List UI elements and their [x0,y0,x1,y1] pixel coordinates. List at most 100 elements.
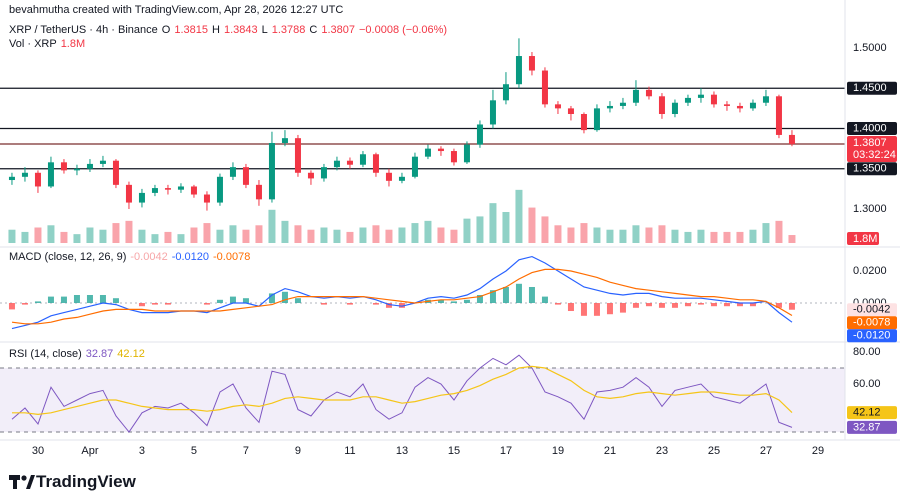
last-price-label: 1.3807 [853,137,887,149]
logo-shape [26,475,35,489]
candle-body [359,154,366,165]
candle-body [567,108,574,115]
volume-bar [320,227,328,243]
candle-body [554,104,561,109]
macd-histogram-bar [736,303,743,307]
candle-body [424,148,431,157]
plot-area [0,38,845,433]
candle-body [60,162,67,171]
volume-bar [333,229,341,243]
x-tick-label: 13 [396,445,408,457]
candle-body [632,89,639,103]
volume-title: Vol · XRP [9,38,57,50]
macd-histogram-bar [619,303,626,313]
volume-bar [203,223,211,243]
volume-bar [437,227,445,243]
candle-body [606,105,613,109]
volume-bar [164,231,172,243]
macd-histogram-bar [658,303,665,308]
macd-histogram-bar [515,283,522,304]
logo-shape [21,475,27,481]
macd-histogram-bar [281,291,288,304]
volume-bar [515,189,523,243]
volume-bar [112,223,120,243]
price-badge [847,329,897,343]
rsi-value: 42.12 [117,348,145,360]
candle-body [398,176,405,181]
ohlc-key: L [261,24,268,36]
rsi-line [11,354,793,433]
volume-bar [216,229,224,243]
macd-histogram-bar [112,298,119,304]
candle-body [333,160,340,168]
volume-bar [554,225,562,243]
volume-bar [372,225,380,243]
x-tick-label: 3 [139,445,145,457]
candle-body [255,184,262,200]
candle-body [697,94,704,98]
candle-body [476,124,483,145]
macd-histogram-bar [86,295,93,304]
ohlc-value: 1.3843 [223,24,258,36]
candle-body [710,94,717,105]
x-tick-label: 15 [448,445,460,457]
volume-bar [34,227,42,243]
x-tick-label: 23 [656,445,668,457]
volume-bar [359,227,367,243]
x-tick-label: 9 [295,445,301,457]
symbol: XRP / TetherUS · 4h · Binance [9,24,158,36]
volume-bar [346,231,354,243]
candle-body [619,102,626,106]
volume-bar [697,229,705,243]
macd-histogram-bar [372,303,379,305]
ohlc-key: C [309,24,318,36]
rsi-value: 32.87 [85,348,114,360]
volume-bar [710,231,718,243]
x-tick-label: 19 [552,445,564,457]
macd-line [11,255,793,330]
volume-bar [580,223,588,243]
candle-body [229,167,236,177]
price-badge [847,81,897,95]
macd-histogram-bar [60,296,67,304]
macd-histogram-bar [606,303,613,315]
macd-histogram-bar [697,303,704,305]
axis-layer: 30 Apr 3 5 7 9 11 13 15 17 19 21 23 25 27 29 1.5000 1.300… [32,42,897,457]
volume-bar [606,229,614,243]
candle-body [749,102,756,109]
price-badge [847,303,897,317]
macd-histogram-bar [8,303,15,310]
macd-title: MACD (close, 12, 26, 9) [9,251,127,263]
volume-bar [450,229,458,243]
rsi-title: RSI (14, close) [9,348,82,360]
macd-histogram-bar [749,303,756,307]
macd-histogram-bar [268,293,275,304]
volume-bar [125,220,133,243]
x-tick-label: 30 [32,445,44,457]
y-tick-label: 1.5000 [853,42,887,54]
candle-body [21,172,28,177]
volume-bar [307,229,315,243]
macd-histogram-bar [567,303,574,312]
rsi-legend: RSI (14, close) 32.87 42.12 [9,348,145,360]
macd-histogram-bar [450,301,457,304]
candle-body [151,188,158,193]
macd-histogram-bar [294,298,301,304]
macd-histogram-bar [528,286,535,304]
rsi-line [12,365,793,416]
candle-body [86,163,93,169]
change: −0.0008 (−0.06%) [359,24,448,36]
price-badge-label: 32.87 [853,421,881,433]
candle-body [450,151,457,163]
price-badge-label: -0.0042 [853,304,890,316]
candle-body [242,167,249,185]
countdown: 03:32:24 [853,149,896,161]
candle-body [788,134,795,145]
macd-histogram-bar [99,295,106,304]
macd-histogram-bar [437,299,444,304]
candle-body [775,96,782,135]
price-axis-bg [845,0,900,440]
macd-value: -0.0042 [130,251,168,263]
